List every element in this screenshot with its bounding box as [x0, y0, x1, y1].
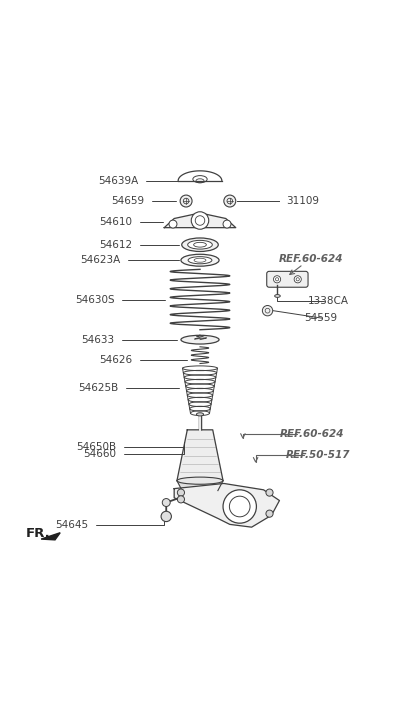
- Polygon shape: [177, 430, 223, 481]
- Circle shape: [223, 490, 256, 523]
- Circle shape: [161, 511, 172, 521]
- Circle shape: [262, 305, 273, 316]
- Text: 54623A: 54623A: [80, 255, 120, 265]
- Polygon shape: [41, 533, 60, 540]
- Text: 54612: 54612: [99, 240, 132, 250]
- Circle shape: [177, 489, 184, 496]
- Ellipse shape: [181, 335, 219, 344]
- Text: 1338CA: 1338CA: [308, 296, 349, 306]
- Text: REF.60-624: REF.60-624: [278, 254, 343, 264]
- Text: 54633: 54633: [82, 334, 114, 345]
- Polygon shape: [177, 481, 223, 491]
- Text: 54659: 54659: [111, 196, 144, 206]
- Text: FR.: FR.: [26, 527, 51, 540]
- Circle shape: [180, 195, 192, 207]
- Circle shape: [177, 496, 184, 503]
- Circle shape: [191, 212, 209, 229]
- Text: 54630S: 54630S: [75, 295, 114, 305]
- Text: 54639A: 54639A: [98, 176, 138, 186]
- Circle shape: [274, 276, 281, 283]
- Text: 54650B: 54650B: [76, 442, 116, 452]
- Text: 54625B: 54625B: [78, 383, 118, 393]
- Text: 54626: 54626: [99, 356, 132, 366]
- Circle shape: [266, 489, 273, 496]
- Circle shape: [162, 499, 170, 507]
- Circle shape: [224, 195, 236, 207]
- Ellipse shape: [188, 257, 212, 264]
- Text: 54610: 54610: [100, 217, 132, 227]
- Text: 54660: 54660: [84, 449, 116, 459]
- Polygon shape: [174, 483, 280, 527]
- Text: REF.60-624: REF.60-624: [279, 429, 344, 439]
- Ellipse shape: [182, 238, 218, 252]
- Polygon shape: [164, 213, 236, 228]
- Ellipse shape: [181, 254, 219, 266]
- Ellipse shape: [196, 413, 204, 416]
- Text: 54559: 54559: [304, 313, 337, 324]
- Ellipse shape: [188, 241, 212, 249]
- Circle shape: [169, 220, 177, 228]
- Circle shape: [294, 276, 301, 283]
- Text: REF.50-517: REF.50-517: [286, 450, 350, 460]
- Circle shape: [266, 510, 273, 517]
- Ellipse shape: [275, 294, 280, 297]
- Ellipse shape: [177, 477, 223, 484]
- Text: 31109: 31109: [286, 196, 320, 206]
- FancyBboxPatch shape: [267, 271, 308, 287]
- Circle shape: [223, 220, 231, 228]
- Text: 54645: 54645: [56, 521, 89, 530]
